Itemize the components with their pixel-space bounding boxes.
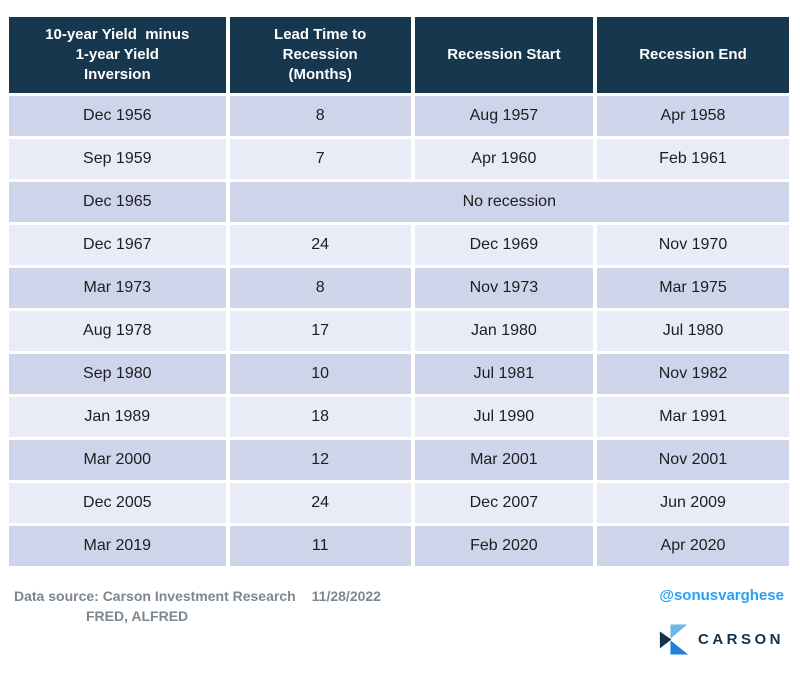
cell-lead-time: 11 [229, 526, 411, 566]
cell-recession-end: Apr 1958 [596, 96, 789, 136]
cell-recession-end: Mar 1991 [596, 397, 789, 437]
cell-recession-end: Feb 1961 [596, 139, 789, 179]
header-inversion: 10-year Yield minus 1-year Yield Inversi… [9, 17, 226, 93]
cell-inversion: Mar 1973 [9, 268, 226, 308]
twitter-handle-link[interactable]: @sonusvarghese [659, 587, 784, 604]
table-row: Dec 1967 24 Dec 1969 Nov 1970 [9, 225, 789, 265]
cell-inversion: Aug 1978 [9, 311, 226, 351]
cell-lead-time: 12 [229, 440, 411, 480]
cell-recession-end: Apr 2020 [596, 526, 789, 566]
cell-recession-end: Nov 1970 [596, 225, 789, 265]
data-source-line: Data source: Carson Investment Research 1… [14, 587, 381, 607]
cell-lead-time: 17 [229, 311, 411, 351]
table-row: Mar 2000 12 Mar 2001 Nov 2001 [9, 440, 789, 480]
cell-recession-end: Jun 2009 [596, 483, 789, 523]
carson-logo: CARSON [659, 623, 784, 656]
cell-recession-start: Mar 2001 [414, 440, 593, 480]
cell-lead-time: 8 [229, 268, 411, 308]
data-source-block: Data source: Carson Investment Research 1… [14, 587, 381, 626]
header-recession-end: Recession End [596, 17, 789, 93]
cell-inversion: Sep 1980 [9, 354, 226, 394]
table-container: 10-year Yield minus 1-year Yield Inversi… [5, 14, 793, 569]
header-lead-time: Lead Time to Recession (Months) [229, 17, 411, 93]
header-row: 10-year Yield minus 1-year Yield Inversi… [9, 17, 789, 93]
cell-no-recession-note: No recession [229, 182, 789, 222]
table-row: Sep 1959 7 Apr 1960 Feb 1961 [9, 139, 789, 179]
cell-lead-time: 18 [229, 397, 411, 437]
cell-inversion: Dec 1956 [9, 96, 226, 136]
cell-recession-start: Nov 1973 [414, 268, 593, 308]
table-row: Mar 1973 8 Nov 1973 Mar 1975 [9, 268, 789, 308]
cell-lead-time: 7 [229, 139, 411, 179]
table-row: Sep 1980 10 Jul 1981 Nov 1982 [9, 354, 789, 394]
carson-chevron-icon [659, 624, 689, 655]
table-row: Aug 1978 17 Jan 1980 Jul 1980 [9, 311, 789, 351]
cell-recession-start: Feb 2020 [414, 526, 593, 566]
inversion-recession-table: 10-year Yield minus 1-year Yield Inversi… [5, 14, 793, 569]
branding-block: @sonusvarghese CARSON [659, 587, 784, 656]
header-recession-start: Recession Start [414, 17, 593, 93]
cell-inversion: Sep 1959 [9, 139, 226, 179]
cell-recession-start: Jan 1980 [414, 311, 593, 351]
cell-lead-time: 8 [229, 96, 411, 136]
cell-lead-time: 24 [229, 483, 411, 523]
footer: Data source: Carson Investment Research 1… [0, 569, 800, 656]
cell-lead-time: 24 [229, 225, 411, 265]
cell-inversion: Dec 2005 [9, 483, 226, 523]
cell-recession-end: Mar 1975 [596, 268, 789, 308]
table-row: Mar 2019 11 Feb 2020 Apr 2020 [9, 526, 789, 566]
cell-inversion: Mar 2019 [9, 526, 226, 566]
data-source-text: Data source: Carson Investment Research [14, 588, 296, 604]
cell-inversion: Dec 1965 [9, 182, 226, 222]
cell-recession-start: Jul 1990 [414, 397, 593, 437]
cell-inversion: Mar 2000 [9, 440, 226, 480]
cell-lead-time: 10 [229, 354, 411, 394]
cell-recession-start: Dec 1969 [414, 225, 593, 265]
cell-recession-end: Nov 2001 [596, 440, 789, 480]
table-row: Dec 2005 24 Dec 2007 Jun 2009 [9, 483, 789, 523]
table-row-no-recession: Dec 1965 No recession [9, 182, 789, 222]
table-row: Dec 1956 8 Aug 1957 Apr 1958 [9, 96, 789, 136]
cell-recession-start: Aug 1957 [414, 96, 593, 136]
date-label: 11/28/2022 [311, 588, 381, 604]
cell-recession-start: Jul 1981 [414, 354, 593, 394]
cell-recession-start: Apr 1960 [414, 139, 593, 179]
data-source-secondary: FRED, ALFRED [86, 607, 189, 624]
cell-recession-end: Nov 1982 [596, 354, 789, 394]
table-row: Jan 1989 18 Jul 1990 Mar 1991 [9, 397, 789, 437]
carson-wordmark: CARSON [697, 631, 784, 648]
cell-recession-end: Jul 1980 [596, 311, 789, 351]
cell-recession-start: Dec 2007 [414, 483, 593, 523]
cell-inversion: Jan 1989 [9, 397, 226, 437]
cell-inversion: Dec 1967 [9, 225, 226, 265]
